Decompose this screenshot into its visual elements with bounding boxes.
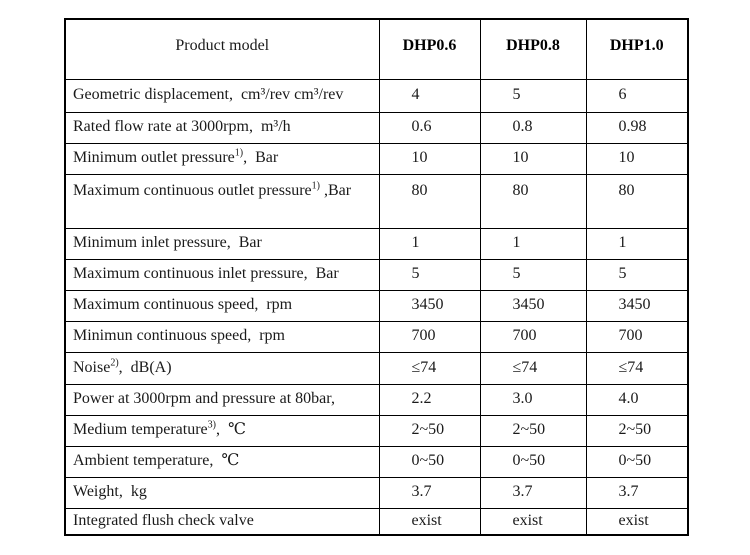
table-row-power: Power at 3000rpm and pressure at 80bar, … (64, 383, 689, 416)
header-row: Product model DHP0.6 DHP0.8 DHP1.0 (64, 18, 689, 80)
table-row-minimum-inlet-pressure: Minimum inlet pressure, Bar 1 1 1 (64, 227, 689, 260)
table-row-noise: Noise2), dB(A) ≤74 ≤74 ≤74 (64, 351, 689, 385)
row-label-text: Rated flow rate at 3000rpm, m³/h (73, 118, 291, 136)
value-cell: 0.98 (585, 111, 689, 144)
value-cell: exist (378, 507, 481, 536)
row-label: Power at 3000rpm and pressure at 80bar, (64, 383, 380, 416)
row-label-unit: , dB(A) (118, 358, 172, 376)
row-label-unit: ,Bar (319, 181, 352, 199)
value-cell: 700 (378, 320, 481, 353)
value-cell: 80 (378, 173, 481, 229)
row-label: Minimun continuous speed, rpm (64, 320, 380, 353)
value-cell: 700 (585, 320, 689, 353)
row-label-unit: , ℃ (215, 421, 246, 439)
value-cell: exist (479, 507, 587, 536)
row-label: Rated flow rate at 3000rpm, m³/h (64, 111, 380, 144)
row-label-text: Minimum inlet pressure, Bar (73, 234, 262, 252)
row-label-text: Maximum continuous outlet pressure (73, 181, 312, 199)
table-row-maximum-continuous-outlet-pressure: Maximum continuous outlet pressure1) ,Ba… (64, 173, 689, 229)
table-row-maximum-continuous-speed: Maximum continuous speed, rpm 3450 3450 … (64, 289, 689, 322)
row-label: Ambient temperature, ℃ (64, 445, 380, 478)
value-cell: 2~50 (378, 414, 481, 447)
row-label: Integrated flush check valve (64, 507, 380, 536)
table-row-weight: Weight, kg 3.7 3.7 3.7 (64, 476, 689, 509)
value-cell: 0~50 (378, 445, 481, 478)
value-cell: ≤74 (378, 351, 481, 385)
value-cell: 0~50 (585, 445, 689, 478)
value-cell: 3.7 (585, 476, 689, 509)
table-row-medium-temperature: Medium temperature3), ℃ 2~50 2~50 2~50 (64, 414, 689, 447)
row-label-text: Medium temperature (73, 421, 208, 439)
row-label-text: Ambient temperature, ℃ (73, 452, 240, 470)
value-cell: 5 (479, 78, 587, 113)
value-cell: 2~50 (479, 414, 587, 447)
row-label-text: Maximum continuous speed, rpm (73, 296, 293, 314)
row-label: Maximum continuous speed, rpm (64, 289, 380, 322)
spec-table: Product model DHP0.6 DHP0.8 DHP1.0 Geome… (64, 18, 689, 536)
row-label-text: Geometric displacement, cm³/rev cm³/rev (73, 86, 344, 104)
value-cell: 2~50 (585, 414, 689, 447)
value-cell: 1 (585, 227, 689, 260)
table-row-integrated-flush-check-valve: Integrated flush check valve exist exist… (64, 507, 689, 536)
value-cell: 4.0 (585, 383, 689, 416)
column-header-dhp10: DHP1.0 (585, 18, 689, 80)
value-cell: 3450 (378, 289, 481, 322)
table-row-ambient-temperature: Ambient temperature, ℃ 0~50 0~50 0~50 (64, 445, 689, 478)
value-cell: 6 (585, 78, 689, 113)
value-cell: 4 (378, 78, 481, 113)
row-label: Weight, kg (64, 476, 380, 509)
value-cell: exist (585, 507, 689, 536)
row-label: Maximum continuous inlet pressure, Bar (64, 258, 380, 291)
column-header-dhp08: DHP0.8 (479, 18, 587, 80)
row-label: Geometric displacement, cm³/rev cm³/rev (64, 78, 380, 113)
superscript-marker: 3) (207, 419, 216, 431)
value-cell: 5 (378, 258, 481, 291)
superscript-marker: 1) (234, 147, 244, 159)
column-header-dhp06: DHP0.6 (378, 18, 481, 80)
superscript-marker: 1) (311, 180, 320, 192)
value-cell: 5 (479, 258, 587, 291)
table-row-rated-flow-rate: Rated flow rate at 3000rpm, m³/h 0.6 0.8… (64, 111, 689, 144)
row-label: Maximum continuous outlet pressure1) ,Ba… (64, 173, 380, 229)
value-cell: 1 (378, 227, 481, 260)
row-label-text: Maximum continuous inlet pressure, Bar (73, 265, 339, 283)
table-row-minimum-outlet-pressure: Minimum outlet pressure1), Bar 10 10 10 (64, 142, 689, 175)
row-label-text: Noise (73, 358, 111, 376)
value-cell: 3450 (479, 289, 587, 322)
value-cell: 80 (585, 173, 689, 229)
row-label: Noise2), dB(A) (64, 351, 380, 385)
value-cell: 1 (479, 227, 587, 260)
superscript-marker: 2) (110, 357, 119, 369)
value-cell: 2.2 (378, 383, 481, 416)
row-label-text: Integrated flush check valve (73, 512, 254, 530)
table-row-minimum-continuous-speed: Minimun continuous speed, rpm 700 700 70… (64, 320, 689, 353)
row-label-unit: , Bar (243, 149, 279, 167)
value-cell: 10 (585, 142, 689, 175)
value-cell: 3450 (585, 289, 689, 322)
row-label-text: Minimum outlet pressure (73, 149, 235, 167)
value-cell: ≤74 (479, 351, 587, 385)
value-cell: ≤74 (585, 351, 689, 385)
value-cell: 3.7 (378, 476, 481, 509)
value-cell: 10 (479, 142, 587, 175)
product-model-header: Product model (64, 18, 380, 80)
value-cell: 0~50 (479, 445, 587, 478)
row-label: Medium temperature3), ℃ (64, 414, 380, 447)
value-cell: 0.6 (378, 111, 481, 144)
row-label: Minimum outlet pressure1), Bar (64, 142, 380, 175)
row-label-text: Power at 3000rpm and pressure at 80bar, (73, 390, 335, 408)
value-cell: 700 (479, 320, 587, 353)
table-row-geometric-displacement: Geometric displacement, cm³/rev cm³/rev … (64, 78, 689, 113)
row-label-text: Weight, kg (73, 483, 147, 501)
value-cell: 10 (378, 142, 481, 175)
value-cell: 3.0 (479, 383, 587, 416)
row-label: Minimum inlet pressure, Bar (64, 227, 380, 260)
table-row-maximum-continuous-inlet-pressure: Maximum continuous inlet pressure, Bar 5… (64, 258, 689, 291)
value-cell: 0.8 (479, 111, 587, 144)
value-cell: 5 (585, 258, 689, 291)
value-cell: 3.7 (479, 476, 587, 509)
row-label-text: Minimun continuous speed, rpm (73, 327, 285, 345)
value-cell: 80 (479, 173, 587, 229)
